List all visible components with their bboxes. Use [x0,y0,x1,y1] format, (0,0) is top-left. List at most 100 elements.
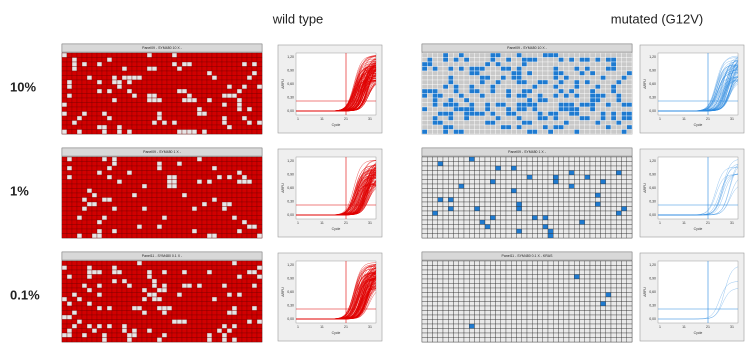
well [459,184,464,189]
well [82,207,87,212]
well [585,333,590,338]
well [222,329,227,334]
well [97,293,102,298]
well [480,130,485,135]
well [522,53,527,58]
well [62,53,67,58]
well [247,53,252,58]
well [464,266,469,271]
well [448,107,453,112]
well [97,189,102,194]
well [454,320,459,325]
well [202,98,207,103]
well [606,275,611,280]
well [107,207,112,212]
well [182,288,187,293]
well [464,166,469,171]
well [490,80,495,85]
well [212,62,217,67]
well [197,315,202,320]
well [506,121,511,126]
well [232,229,237,234]
y-tick-label: 0,00 [649,317,656,321]
well [97,198,102,203]
well [485,270,490,275]
well [82,166,87,171]
well [222,275,227,280]
well [137,306,142,311]
well [152,211,157,216]
well [212,311,217,316]
well [192,175,197,180]
well [207,85,212,90]
well [172,166,177,171]
y-tick-label: 0,60 [649,290,656,294]
well [590,125,595,130]
well [511,80,516,85]
well [475,293,480,298]
well [501,116,506,121]
well [242,89,247,94]
well [422,320,427,325]
well [595,324,600,329]
well [202,67,207,72]
well [606,216,611,221]
well [232,311,237,316]
well [427,67,432,72]
well [480,202,485,207]
well [217,216,222,221]
well [197,320,202,325]
well [142,202,147,207]
well [82,58,87,63]
well [553,193,558,198]
well [247,293,252,298]
well [532,329,537,334]
well [192,315,197,320]
well [212,166,217,171]
well [137,71,142,76]
well [257,166,262,171]
well [147,297,152,302]
well [469,297,474,302]
well [182,58,187,63]
well [522,112,527,117]
well [616,175,621,180]
well [242,270,247,275]
well [475,89,480,94]
well [142,80,147,85]
well [147,121,152,126]
well [574,116,579,121]
well [538,175,543,180]
well [601,103,606,108]
well [480,171,485,176]
well [548,216,553,221]
well [152,157,157,162]
well [522,320,527,325]
well [585,207,590,212]
well [197,225,202,230]
amplification-plot: 1,200,900,600,300,001112131CycleΔRFU [640,253,744,341]
well [102,261,107,266]
well [112,162,117,167]
well [132,234,137,239]
well [182,94,187,99]
well [485,216,490,221]
well [569,315,574,320]
well [459,338,464,343]
well [580,311,585,316]
well [490,103,495,108]
well [247,171,252,176]
well [162,107,167,112]
well [107,229,112,234]
well [252,162,257,167]
well [62,162,67,167]
well [237,306,242,311]
well [137,67,142,72]
well [67,80,72,85]
well [532,320,537,325]
well [501,229,506,234]
well [177,80,182,85]
well [147,324,152,329]
well [622,71,627,76]
well [438,116,443,121]
